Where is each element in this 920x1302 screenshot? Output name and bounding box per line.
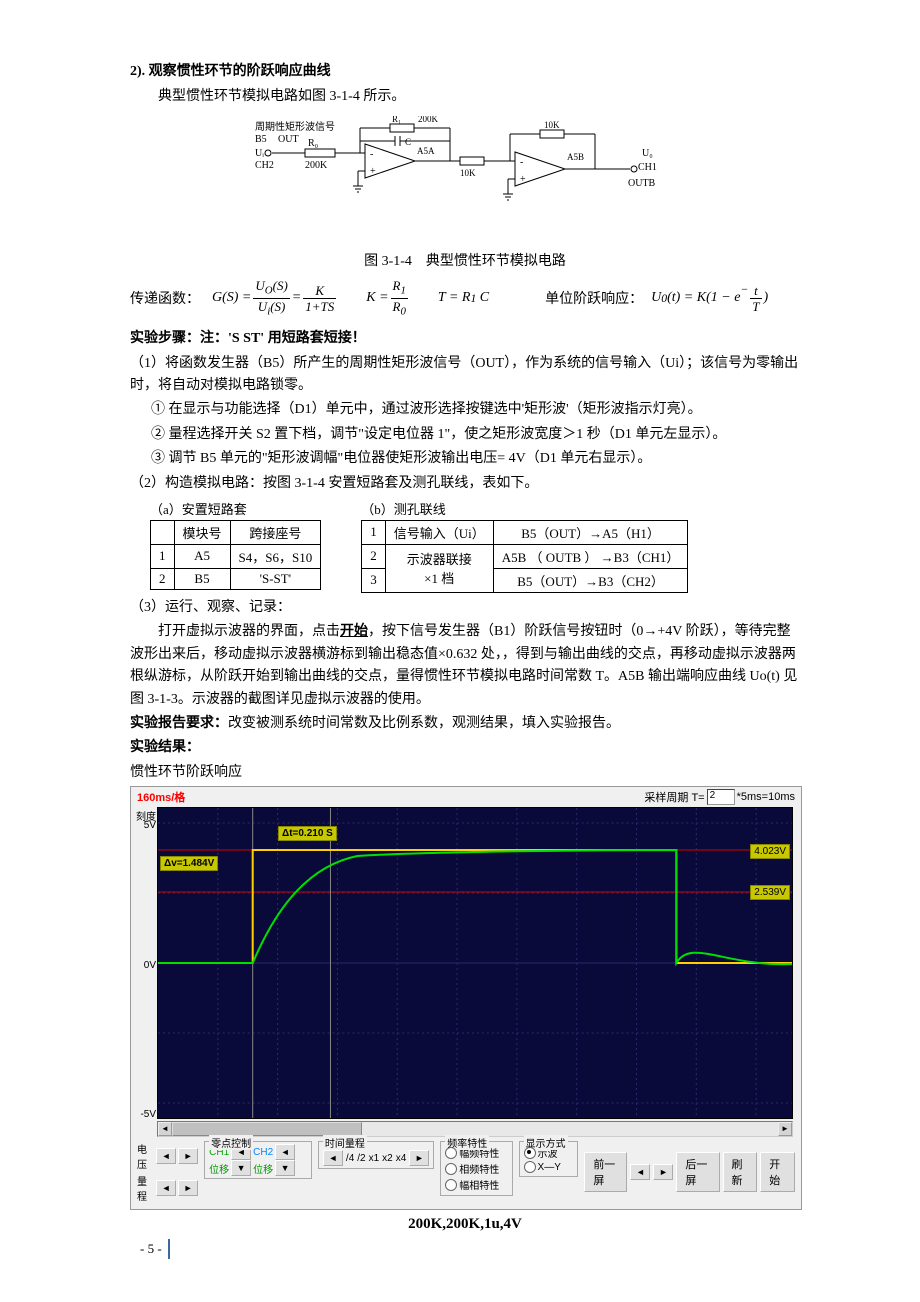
table-b-label: （b）测孔联线 [361, 499, 688, 518]
step-2: （2）构造模拟电路：按图 3-1-4 安置短路套及测孔联线，表如下。 [130, 473, 800, 495]
svg-text:R₀: R₀ [308, 138, 319, 149]
oscilloscope-screen[interactable]: 刻度 5V 0V -5V [157, 807, 793, 1119]
time-per-div: 160ms/格 [137, 789, 185, 805]
svg-text:A5A: A5A [417, 146, 435, 156]
svg-text:10K: 10K [460, 168, 476, 178]
svg-text:R₁: R₁ [392, 116, 401, 124]
svg-text:B5: B5 [255, 134, 267, 145]
svg-text:200K: 200K [418, 116, 439, 124]
steps-header: 实验步骤：注：'S ST' 用短路套短接！ [130, 328, 800, 350]
step-3: （3）运行、观察、记录： [130, 597, 800, 619]
svg-text:200K: 200K [305, 160, 328, 171]
intro-text: 典型惯性环节模拟电路如图 3-1-4 所示。 [130, 86, 800, 108]
tr-right[interactable]: ► [409, 1150, 429, 1166]
table-b: 1信号输入（Ui）B5（OUT）→A5（H1） 2示波器联接 ×1 档A5B （… [361, 520, 688, 593]
start-button[interactable]: 开始 [760, 1152, 795, 1192]
svg-text:U₀: U₀ [642, 148, 653, 159]
svg-text:CH2: CH2 [255, 160, 274, 171]
cursor-v1: 4.023V [750, 844, 790, 859]
figure-caption: 图 3-1-4 典型惯性环节模拟电路 [130, 250, 800, 270]
voltage-down[interactable]: ◄ [156, 1148, 176, 1164]
svg-text:A5B: A5B [567, 152, 584, 162]
range-down[interactable]: ◄ [156, 1180, 176, 1196]
page-number: - 5 - [140, 1239, 800, 1259]
body-3: 打开虚拟示波器的界面，点击开始，按下信号发生器（B1）阶跃信号按钮时（0→+4V… [130, 621, 800, 711]
next-screen-button[interactable]: 后一屏 [676, 1152, 719, 1192]
table-a: 模块号跨接座号 1A5S4，S6，S10 2B5'S-ST' [150, 520, 321, 590]
svg-text:OUT: OUT [278, 134, 299, 145]
refresh-button[interactable]: 刷新 [723, 1152, 758, 1192]
svg-text:+: + [370, 166, 376, 177]
range-up[interactable]: ► [178, 1180, 198, 1196]
svg-text:OUTB: OUTB [628, 178, 656, 189]
step-1c: ③ 调节 B5 单元的"矩形波调幅"电位器使矩形波输出电压= 4V（D1 单元右… [130, 448, 800, 470]
svg-text:-: - [370, 149, 373, 160]
cursor-v2: 2.539V [750, 885, 790, 900]
circuit-diagram: 周期性矩形波信号 B5 OUT Uᵢ CH2 R₀ 200K R₁ 200K C -… [130, 116, 800, 246]
oscilloscope-panel: 160ms/格 采样周期 T= 2 *5ms=10ms 刻度 5V 0V -5V [130, 786, 802, 1210]
results-label: 实验结果： [130, 737, 800, 759]
prev-screen-button[interactable]: 前一屏 [584, 1152, 627, 1192]
svg-text:+: + [520, 174, 526, 185]
report-req: 实验报告要求：改变被测系统时间常数及比例系数，观测结果，填入实验报告。 [130, 713, 800, 735]
step-1b: ② 量程选择开关 S2 置下档，调节"设定电位器 1"，使之矩形波宽度＞1 秒（… [130, 424, 800, 446]
transfer-function: 传递函数： G(S) = UO(S)Ui(S) = K1+TS K = R1R0… [130, 278, 800, 318]
svg-text:-: - [520, 157, 523, 168]
svg-text:C: C [405, 137, 411, 147]
footer-params: 200K,200K,1u,4V [130, 1216, 800, 1233]
delta-v-box: Δv=1.484V [160, 856, 218, 871]
svg-text:Uᵢ: Uᵢ [255, 148, 264, 159]
tr-left[interactable]: ◄ [323, 1150, 343, 1166]
sample-input[interactable]: 2 [707, 789, 735, 805]
svg-text:CH1: CH1 [638, 162, 657, 173]
delta-t-box: Δt=0.210 S [278, 826, 337, 841]
results-subtitle: 惯性环节阶跃响应 [130, 762, 800, 784]
voltage-up[interactable]: ► [178, 1148, 198, 1164]
sample-period: 采样周期 T= 2 *5ms=10ms [644, 789, 795, 805]
svg-text:10K: 10K [544, 120, 560, 130]
step-1a: ① 在显示与功能选择（D1）单元中，通过波形选择按键选中'矩形波'（矩形波指示灯… [130, 399, 800, 421]
table-a-label: （a）安置短路套 [150, 499, 321, 518]
section-title: 2). 观察惯性环节的阶跃响应曲线 [130, 60, 800, 80]
step-1: （1）将函数发生器（B5）所产生的周期性矩形波信号（OUT），作为系统的信号输入… [130, 353, 800, 398]
label-signal-src: 周期性矩形波信号 [255, 120, 335, 133]
